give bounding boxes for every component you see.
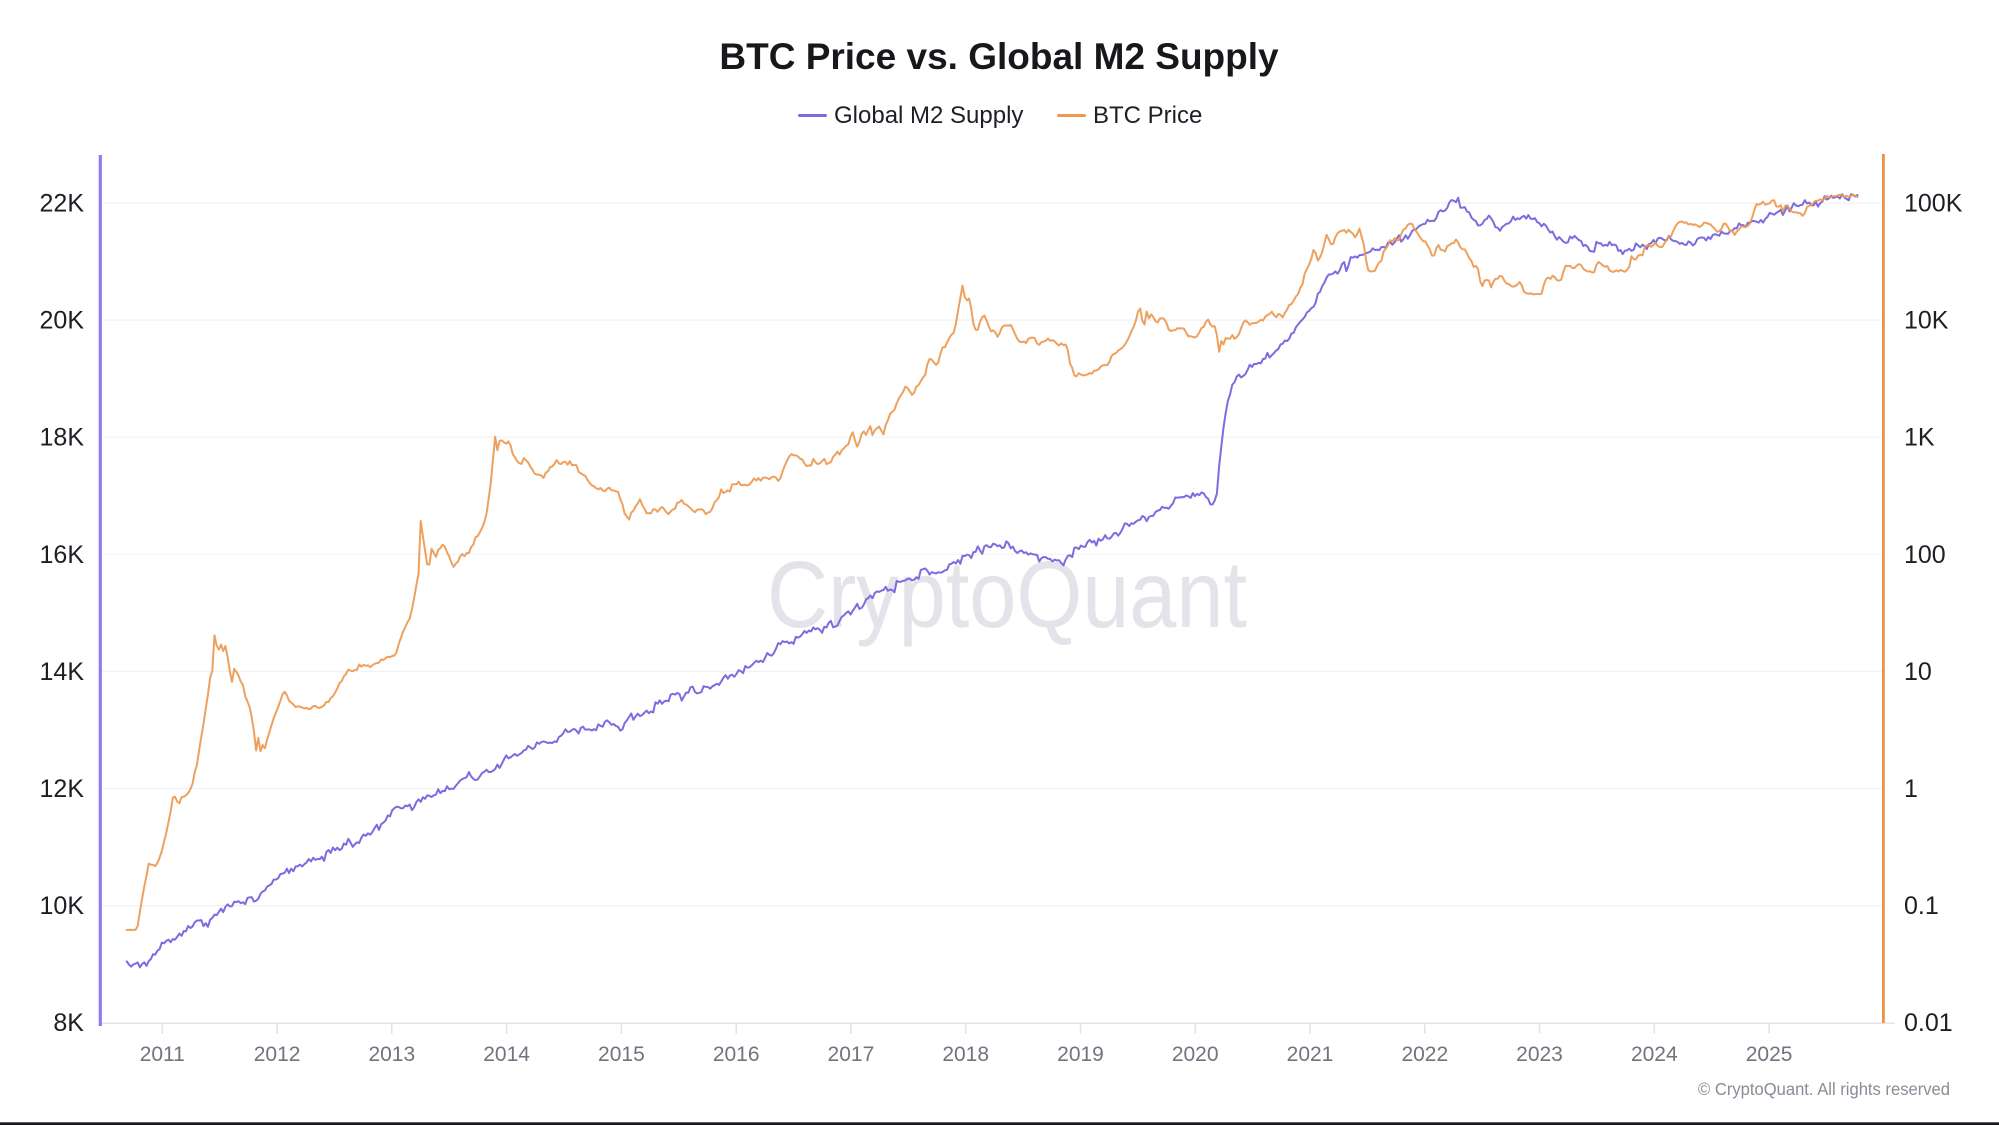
svg-text:2016: 2016 — [713, 1043, 760, 1066]
svg-text:2014: 2014 — [483, 1043, 530, 1066]
svg-text:2024: 2024 — [1631, 1043, 1678, 1066]
svg-text:0.01: 0.01 — [1904, 1009, 1953, 1037]
svg-text:0.1: 0.1 — [1904, 892, 1939, 920]
svg-text:100: 100 — [1904, 541, 1946, 569]
svg-text:18K: 18K — [40, 424, 85, 452]
svg-text:2021: 2021 — [1287, 1043, 1334, 1066]
svg-text:© CryptoQuant. All rights rese: © CryptoQuant. All rights reserved — [1698, 1079, 1950, 1099]
svg-text:10: 10 — [1904, 658, 1932, 686]
svg-text:2022: 2022 — [1401, 1043, 1448, 1066]
svg-text:8K: 8K — [53, 1009, 84, 1037]
svg-text:BTC Price: BTC Price — [1093, 102, 1202, 129]
svg-text:100K: 100K — [1904, 190, 1963, 218]
svg-text:10K: 10K — [1904, 307, 1949, 335]
svg-text:2011: 2011 — [140, 1043, 185, 1066]
svg-text:2017: 2017 — [828, 1043, 875, 1066]
svg-text:10K: 10K — [40, 892, 85, 920]
svg-text:16K: 16K — [40, 541, 85, 569]
svg-text:2020: 2020 — [1172, 1043, 1219, 1066]
svg-text:BTC Price vs. Global M2 Supply: BTC Price vs. Global M2 Supply — [719, 36, 1279, 77]
svg-text:2019: 2019 — [1057, 1043, 1104, 1066]
svg-text:22K: 22K — [40, 190, 85, 218]
svg-text:2012: 2012 — [254, 1043, 301, 1066]
svg-text:CryptoQuant: CryptoQuant — [767, 542, 1247, 648]
svg-text:2018: 2018 — [942, 1043, 989, 1066]
svg-text:20K: 20K — [40, 307, 85, 335]
svg-text:2023: 2023 — [1516, 1043, 1563, 1066]
svg-text:1: 1 — [1904, 775, 1918, 803]
svg-text:2013: 2013 — [368, 1043, 415, 1066]
svg-text:Global M2 Supply: Global M2 Supply — [834, 102, 1023, 129]
svg-text:2015: 2015 — [598, 1043, 645, 1066]
svg-text:12K: 12K — [40, 775, 85, 803]
svg-text:2025: 2025 — [1746, 1043, 1793, 1066]
svg-text:14K: 14K — [40, 658, 85, 686]
svg-text:1K: 1K — [1904, 424, 1935, 452]
